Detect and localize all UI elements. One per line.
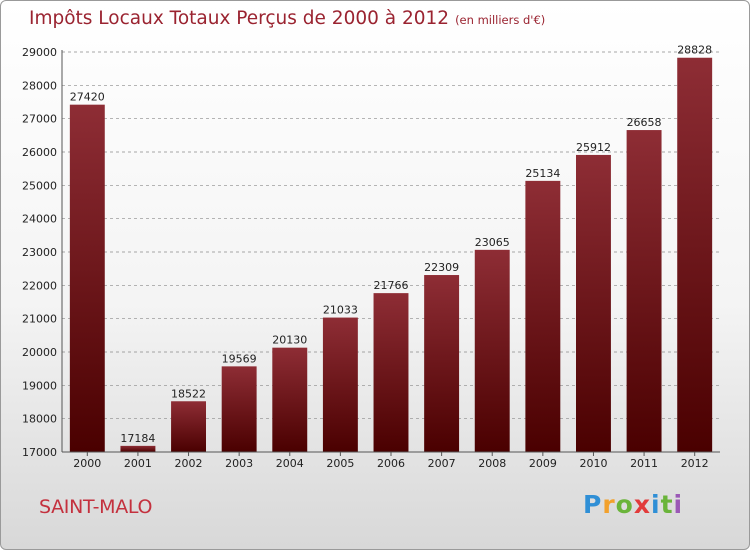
logo-letter: r xyxy=(602,490,616,519)
y-tick-label: 20000 xyxy=(22,346,57,359)
bar xyxy=(373,293,409,452)
y-tick-label: 22000 xyxy=(22,279,57,292)
x-tick-label: 2006 xyxy=(377,457,405,470)
y-tick-label: 25000 xyxy=(22,179,57,192)
x-tick-label: 2003 xyxy=(225,457,253,470)
x-tick-label: 2004 xyxy=(276,457,304,470)
bar xyxy=(626,130,662,453)
data-label: 23065 xyxy=(475,236,510,249)
data-label: 21033 xyxy=(323,304,358,317)
labels: 17000 18000 19000 20000 21000 22000 23000 24000… xyxy=(22,44,712,470)
proxiti-logo: Proxiti xyxy=(583,490,683,519)
x-tick-label: 2010 xyxy=(579,457,607,470)
y-tick-label: 19000 xyxy=(22,379,57,392)
x-tick-label: 2009 xyxy=(529,457,557,470)
x-tick-label: 2005 xyxy=(326,457,354,470)
bar xyxy=(272,347,308,452)
y-tick-label: 21000 xyxy=(22,313,57,326)
x-tick-label: 2001 xyxy=(124,457,152,470)
bar xyxy=(322,317,358,452)
chart-subtitle: (en milliers d'€) xyxy=(455,13,546,27)
logo-letter: i xyxy=(651,490,661,519)
y-tick-label: 27000 xyxy=(22,113,57,126)
y-tick-label: 23000 xyxy=(22,246,57,259)
y-tick-label: 26000 xyxy=(22,146,57,159)
place-name: SAINT-MALO xyxy=(39,496,153,518)
data-label: 20130 xyxy=(272,334,307,347)
data-label: 19569 xyxy=(222,352,257,365)
data-label: 27420 xyxy=(70,91,105,104)
bar xyxy=(69,104,105,453)
bar xyxy=(120,445,156,452)
y-tick-label: 18000 xyxy=(22,413,57,426)
bar xyxy=(575,154,611,452)
bar xyxy=(677,57,713,452)
data-label: 28828 xyxy=(677,44,712,57)
data-label: 18522 xyxy=(171,387,206,400)
x-tick-label: 2002 xyxy=(175,457,203,470)
data-label: 17184 xyxy=(120,432,155,445)
x-tick-label: 2007 xyxy=(428,457,456,470)
chart-title-text: Impôts Locaux Totaux Perçus de 2000 à 20… xyxy=(29,8,450,29)
y-tick-label: 17000 xyxy=(22,446,57,459)
bars xyxy=(69,57,713,453)
x-tick-label: 2011 xyxy=(630,457,658,470)
x-tick-label: 2008 xyxy=(478,457,506,470)
bar xyxy=(525,180,561,452)
x-tick-label: 2000 xyxy=(73,457,101,470)
bar xyxy=(171,401,207,452)
logo-letter: o xyxy=(615,490,634,519)
logo-letter: P xyxy=(583,490,603,519)
y-tick-label: 28000 xyxy=(22,79,57,92)
data-label: 26658 xyxy=(627,116,662,129)
y-tick-label: 29000 xyxy=(22,46,57,59)
bar xyxy=(474,249,510,452)
x-tick-label: 2012 xyxy=(681,457,709,470)
bar xyxy=(221,366,257,452)
data-label: 25912 xyxy=(576,141,611,154)
chart-title: Impôts Locaux Totaux Perçus de 2000 à 20… xyxy=(29,8,545,29)
data-label: 21766 xyxy=(374,279,409,292)
data-label: 25134 xyxy=(525,167,560,180)
axes xyxy=(61,50,720,456)
logo-letter: x xyxy=(633,490,651,519)
logo-letter: t xyxy=(660,490,674,519)
bar xyxy=(424,275,460,452)
y-tick-label: 24000 xyxy=(22,213,57,226)
logo-letter: i xyxy=(673,490,684,519)
data-label: 22309 xyxy=(424,261,459,274)
